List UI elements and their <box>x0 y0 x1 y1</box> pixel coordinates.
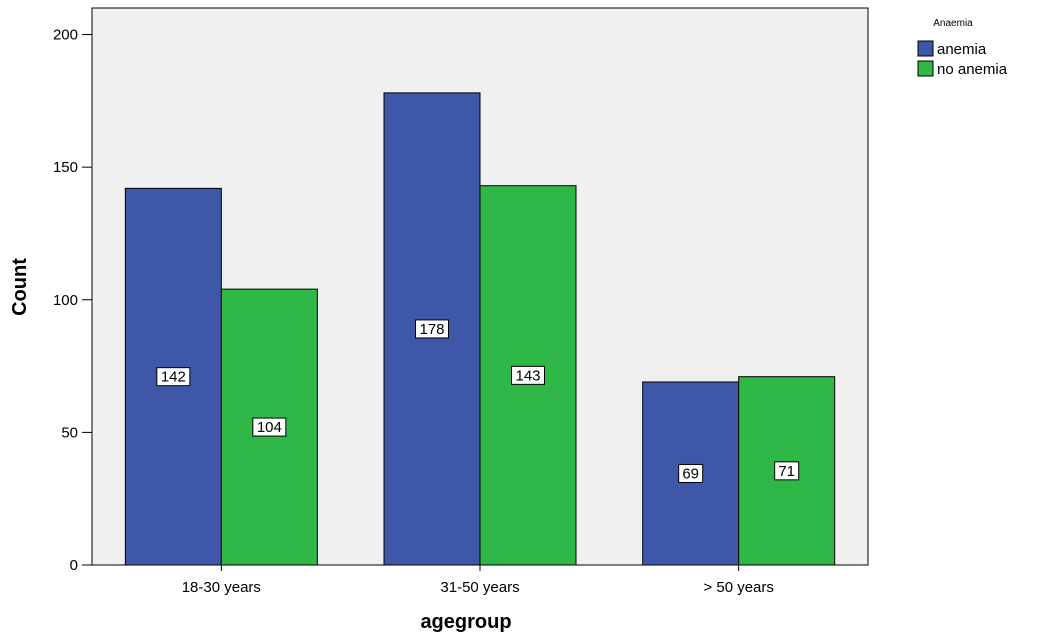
data-label: 143 <box>515 367 540 384</box>
data-label: 104 <box>257 419 282 436</box>
y-tick-label: 200 <box>53 27 78 44</box>
data-label-box <box>511 365 545 385</box>
legend-label: anemia <box>937 41 987 58</box>
x-axis-title: agegroup <box>420 611 511 633</box>
y-tick-label: 0 <box>70 557 78 574</box>
data-label-box <box>156 367 191 387</box>
data-label-box <box>252 417 287 437</box>
x-tick-label: 18-30 years <box>182 579 261 596</box>
y-axis: 0 50 100 150 200 <box>53 27 92 574</box>
legend-swatch <box>917 60 934 77</box>
data-label-box <box>774 461 800 481</box>
legend-label: no anemia <box>937 61 1008 78</box>
x-tick-label: 31-50 years <box>440 579 519 596</box>
x-axis: 18-30 years 31-50 years > 50 years <box>182 565 774 596</box>
data-label: 178 <box>419 321 444 338</box>
data-label: 142 <box>161 369 186 386</box>
y-tick-label: 50 <box>61 424 78 441</box>
legend: Anaemia anemia no anemia <box>917 18 1008 78</box>
legend-title: Anaemia <box>933 18 973 29</box>
data-label-box <box>415 319 449 339</box>
data-label-box <box>678 463 704 483</box>
y-tick-label: 100 <box>53 292 78 309</box>
data-label: 69 <box>682 465 699 482</box>
legend-swatch <box>917 40 934 57</box>
data-label: 71 <box>778 463 795 480</box>
y-tick-label: 150 <box>53 159 78 176</box>
x-tick-label: > 50 years <box>703 579 773 596</box>
y-axis-title: Count <box>9 258 31 316</box>
data-labels: 142 104 178 143 69 71 <box>156 319 800 483</box>
